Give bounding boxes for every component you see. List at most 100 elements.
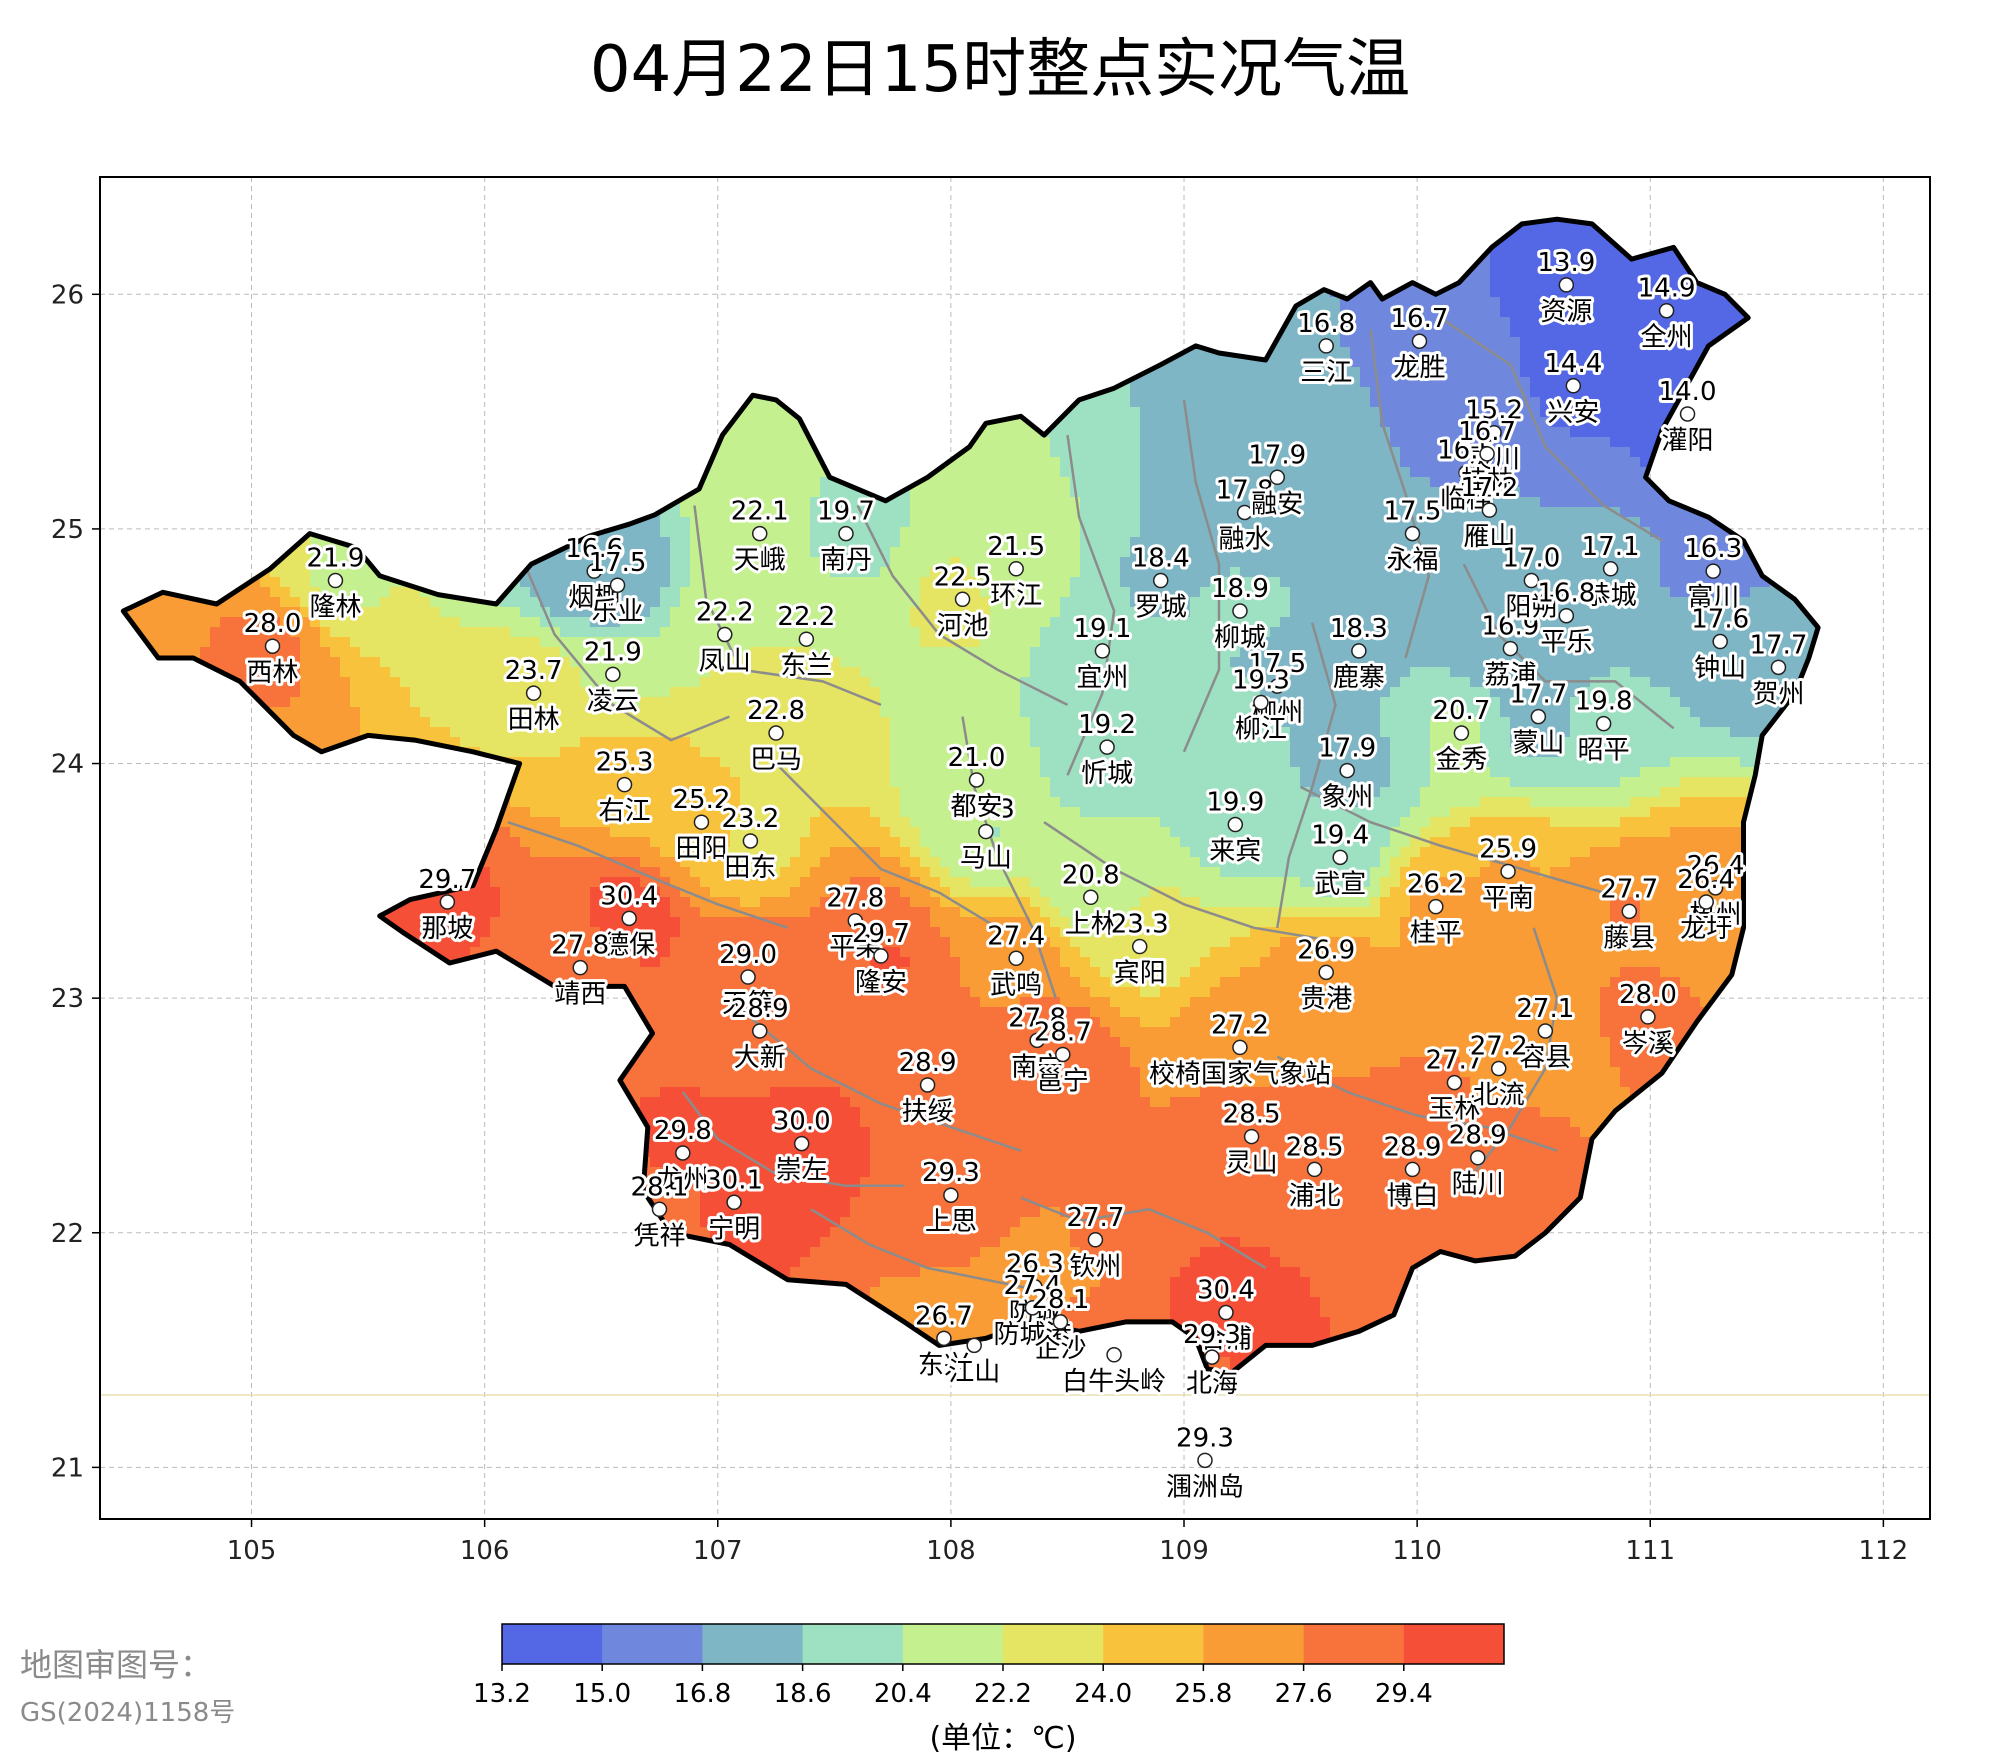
temperature-cell — [1670, 307, 1681, 318]
temperature-cell — [1550, 327, 1561, 338]
temperature-cell — [1390, 407, 1401, 418]
temperature-cell — [1530, 407, 1541, 418]
temperature-cell — [770, 427, 781, 438]
temperature-cell — [1520, 297, 1531, 308]
temperature-cell — [1510, 367, 1521, 378]
temperature-cell — [1420, 317, 1431, 328]
temperature-cell — [1310, 397, 1321, 408]
temperature-cell — [1170, 377, 1181, 388]
temperature-cell — [1540, 317, 1551, 328]
temperature-cell — [1700, 307, 1711, 318]
temperature-cell — [1400, 357, 1411, 368]
temperature-cell — [1270, 397, 1281, 408]
temperature-cell — [1390, 337, 1401, 348]
temperature-cell — [1190, 397, 1201, 408]
temperature-cell — [1490, 347, 1501, 358]
temperature-cell — [1320, 427, 1331, 438]
temperature-cell — [1120, 427, 1131, 438]
temperature-cell — [760, 407, 771, 418]
temperature-cell — [1290, 327, 1301, 338]
temperature-cell — [1360, 427, 1371, 438]
temperature-cell — [1310, 377, 1321, 388]
temperature-cell — [1180, 437, 1191, 448]
temperature-cell — [1510, 397, 1521, 408]
temperature-cell — [1350, 367, 1361, 378]
temperature-cell — [1470, 347, 1481, 358]
temperature-cell — [1410, 397, 1421, 408]
temperature-cell — [1610, 417, 1621, 428]
temperature-cell — [1640, 257, 1651, 268]
temperature-cell — [1390, 347, 1401, 358]
temperature-cell — [1460, 387, 1471, 398]
temperature-cell — [1430, 357, 1441, 368]
temperature-cell — [1650, 297, 1661, 308]
temperature-cell — [1560, 247, 1571, 258]
temperature-cell — [1380, 357, 1391, 368]
temperature-cell — [1540, 377, 1551, 388]
temperature-cell — [1490, 407, 1501, 418]
temperature-cell — [1080, 437, 1091, 448]
temperature-cell — [1420, 417, 1431, 428]
temperature-cell — [1230, 397, 1241, 408]
temperature-cell — [1600, 377, 1611, 388]
temperature-cell — [1470, 287, 1481, 298]
temperature-cell — [1610, 367, 1621, 378]
temperature-cell — [1330, 307, 1341, 318]
temperature-cell — [1300, 367, 1311, 378]
temperature-cell — [1560, 237, 1571, 248]
temperature-cell — [1190, 407, 1201, 418]
temperature-cell — [1370, 317, 1381, 328]
map-title: 04月22日15时整点实况气温 — [0, 18, 2000, 110]
temperature-cell — [1220, 417, 1231, 428]
temperature-cell — [1120, 407, 1131, 418]
temperature-cell — [1440, 307, 1451, 318]
temperature-cell — [1220, 427, 1231, 438]
temperature-cell — [1550, 417, 1561, 428]
temperature-cell — [1550, 277, 1561, 288]
temperature-cell — [1600, 257, 1611, 268]
temperature-cell — [1380, 317, 1391, 328]
temperature-cell — [1510, 387, 1521, 398]
temperature-cell — [1630, 277, 1641, 288]
temperature-cell — [760, 437, 771, 448]
temperature-cell — [1510, 247, 1521, 258]
temperature-cell — [1660, 397, 1671, 408]
temperature-cell — [1570, 287, 1581, 298]
temperature-cell — [1610, 297, 1621, 308]
temperature-cell — [1450, 327, 1461, 338]
temperature-cell — [1400, 407, 1411, 418]
temperature-cell — [760, 417, 771, 428]
temperature-cell — [1530, 257, 1541, 268]
temperature-cell — [1620, 387, 1631, 398]
temperature-cell — [1500, 397, 1511, 408]
temperature-cell — [750, 417, 761, 428]
temperature-cell — [1590, 367, 1601, 378]
temperature-cell — [1410, 377, 1421, 388]
temperature-cell — [1370, 397, 1381, 408]
temperature-cell — [1600, 407, 1611, 418]
temperature-cell — [1520, 267, 1531, 278]
temperature-cell — [1220, 407, 1231, 418]
temperature-cell — [1550, 407, 1561, 418]
temperature-cell — [1660, 367, 1671, 378]
temperature-cell — [1360, 387, 1371, 398]
temperature-cell — [1180, 417, 1191, 428]
temperature-cell — [1210, 397, 1221, 408]
temperature-cell — [1610, 427, 1621, 438]
temperature-cell — [1330, 337, 1341, 348]
temperature-cell — [1550, 377, 1561, 388]
temperature-cell — [780, 427, 791, 438]
temperature-cell — [1430, 347, 1441, 358]
temperature-cell — [1110, 407, 1121, 418]
temperature-cell — [1620, 317, 1631, 328]
temperature-cell — [1630, 437, 1641, 448]
temperature-cell — [1480, 357, 1491, 368]
temperature-cell — [1280, 417, 1291, 428]
temperature-cell — [1470, 367, 1481, 378]
temperature-cell — [1260, 427, 1271, 438]
temperature-cell — [1330, 367, 1341, 378]
temperature-cell — [1680, 267, 1691, 278]
temperature-cell — [1320, 437, 1331, 448]
temperature-cell — [1580, 277, 1591, 288]
temperature-cell — [1350, 307, 1361, 318]
